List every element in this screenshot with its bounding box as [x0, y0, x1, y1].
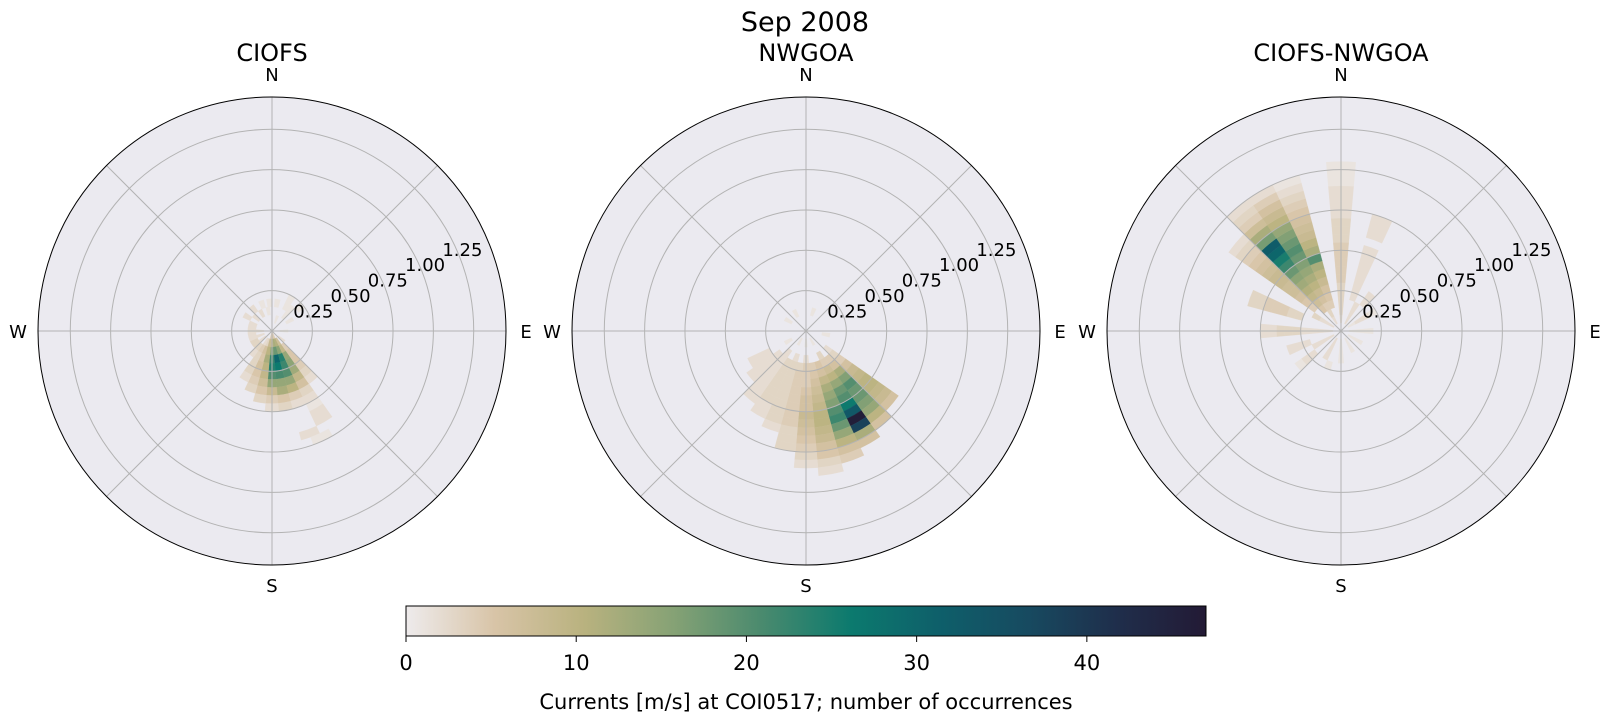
polar-panel-ciofs: CIOFS 0.250.500.751.001.25 N E S W: [9, 39, 532, 597]
histogram-wedge: [247, 324, 257, 330]
radial-tick-label: 1.00: [1474, 255, 1514, 276]
radial-tick-label: 0.25: [1362, 302, 1402, 323]
radial-tick-label: 0.75: [368, 271, 408, 292]
panel-title-ciofs-nwgoa: CIOFS-NWGOA: [1253, 39, 1429, 67]
colorbar-tick-label: 30: [903, 651, 930, 675]
histogram-wedge: [809, 337, 816, 346]
radial-tick-label: 0.25: [827, 302, 867, 323]
angular-gridline: [1175, 165, 1342, 332]
polar-panel-ciofs-nwgoa: CIOFS-NWGOA 0.250.500.751.001.25 N E S W: [1078, 39, 1601, 597]
radial-tick-label: 1.00: [939, 255, 979, 276]
histogram-wedge: [244, 381, 258, 394]
panel-title-ciofs: CIOFS: [236, 39, 307, 67]
histogram-wedge: [239, 370, 252, 383]
histogram-wedge: [821, 332, 831, 338]
histogram-wedge: [242, 312, 253, 321]
compass-label-n: N: [1334, 65, 1347, 86]
colorbar-gradient: [405, 605, 1207, 637]
angular-gridline: [106, 330, 273, 497]
histogram-wedge: [809, 307, 817, 317]
radial-tick-label: 1.25: [976, 240, 1016, 261]
colorbar-label: Currents [m/s] at COI0517; number of occ…: [539, 690, 1072, 714]
compass-label-w: W: [543, 322, 561, 343]
compass-label-e: E: [1054, 322, 1065, 343]
compass-label-s: S: [1335, 576, 1346, 597]
colorbar-ticks: 0 10 20 30 40: [399, 636, 1100, 675]
histogram-wedge: [817, 463, 844, 476]
angular-gridline: [805, 165, 972, 332]
polar-frame: [1106, 96, 1576, 566]
angular-gridline: [1340, 330, 1507, 497]
colorbar-tick-label: 10: [563, 651, 590, 675]
histogram-wedge: [273, 298, 281, 308]
colorbar-tick-label: 0: [399, 651, 412, 675]
colorbar-tick-label: 20: [733, 651, 760, 675]
angular-gridline: [271, 165, 438, 332]
compass-label-s: S: [266, 576, 277, 597]
colorbar-tick-label: 40: [1073, 651, 1100, 675]
radial-tick-label: 0.75: [902, 271, 942, 292]
angular-gridline: [805, 330, 972, 497]
colorbar: 0 10 20 30 40 Currents [m/s] at COI0517; num…: [399, 605, 1207, 714]
histogram-wedge: [796, 337, 803, 346]
histogram-wedge: [1286, 343, 1298, 356]
histogram-wedge: [285, 316, 295, 325]
angular-gridline: [640, 165, 807, 332]
angular-gridline: [271, 330, 438, 497]
histogram-wedge: [747, 354, 760, 369]
compass-label-s: S: [800, 576, 811, 597]
histogram-wedge: [791, 308, 800, 318]
histogram-wedge: [783, 316, 793, 325]
radial-tick-label: 0.50: [331, 286, 371, 307]
polar-panel-nwgoa: NWGOA 0.250.500.751.001.25 N E S W: [543, 39, 1066, 597]
histogram-wedge: [1322, 350, 1331, 361]
histogram-wedge: [750, 403, 769, 419]
compass-label-w: W: [1078, 322, 1096, 343]
angular-gridline: [640, 330, 807, 497]
histogram-wedge: [258, 299, 266, 310]
histogram-wedge: [761, 418, 782, 433]
histogram-wedge: [1347, 344, 1356, 354]
radial-tick-label: 0.50: [865, 286, 905, 307]
radial-tick-label: 0.50: [1400, 286, 1440, 307]
compass-label-e: E: [1589, 322, 1600, 343]
polar-frame: [37, 96, 507, 566]
histogram-wedge: [1354, 337, 1364, 346]
compass-label-w: W: [9, 322, 27, 343]
radial-tick-label: 1.00: [405, 255, 445, 276]
panel-title-nwgoa: NWGOA: [758, 39, 854, 67]
histogram-wedge: [253, 393, 267, 404]
figure-suptitle: Sep 2008: [741, 7, 869, 38]
compass-label-n: N: [265, 65, 278, 86]
radial-tick-label: 1.25: [442, 240, 482, 261]
polar-frame: [571, 96, 1041, 566]
radial-tick-label: 1.25: [1511, 240, 1551, 261]
radial-tick-label: 0.75: [1437, 271, 1477, 292]
compass-label-e: E: [520, 322, 531, 343]
histogram-wedge: [783, 337, 793, 346]
histogram-wedge: [746, 367, 761, 383]
angular-gridline: [1175, 330, 1342, 497]
histogram-wedge: [1247, 289, 1261, 309]
angular-gridline: [106, 165, 273, 332]
radial-tick-label: 0.25: [293, 302, 333, 323]
compass-label-n: N: [799, 65, 812, 86]
angular-gridline: [1340, 165, 1507, 332]
histogram-wedge: [273, 315, 280, 324]
